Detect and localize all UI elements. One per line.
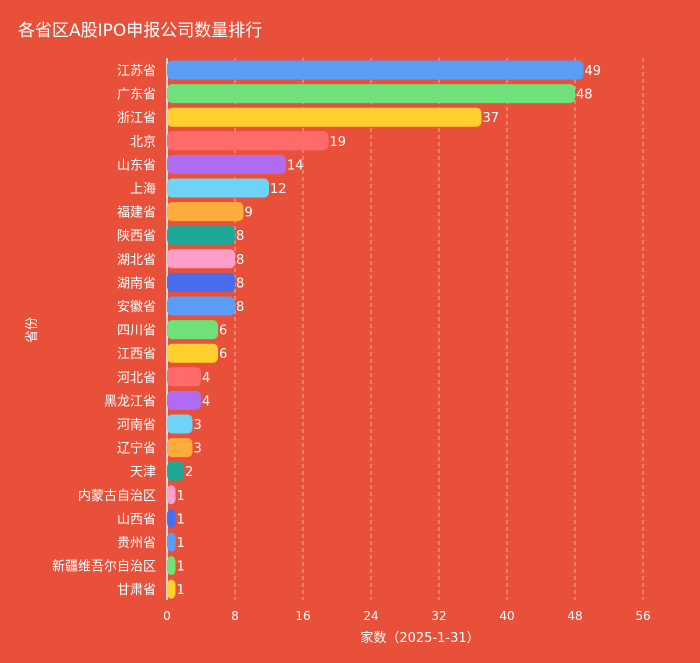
bar [167,532,176,552]
category-label: 江苏省 [117,63,156,79]
category-label: 陕西省 [117,229,156,244]
value-label: 9 [245,206,253,221]
value-label: 1 [177,560,185,575]
value-label: 1 [177,512,185,527]
category-label: 广东省 [117,88,156,103]
bar [167,60,584,80]
value-label: 8 [236,300,244,315]
bar [167,508,176,528]
y-axis-title: 省份 [25,317,40,343]
bar [167,414,193,434]
bar [167,579,176,599]
category-label: 山东省 [117,158,156,173]
category-label: 上海 [130,182,156,197]
value-label: 8 [236,253,244,268]
bar [167,485,176,505]
x-tick-label: 0 [163,609,171,623]
category-label: 福建省 [117,206,156,221]
bar [167,438,193,458]
value-label: 12 [270,182,287,197]
bar [167,320,218,340]
category-label: 山西省 [117,512,156,527]
bar [167,84,575,104]
category-label: 内蒙古自治区 [78,488,156,504]
bar [167,461,184,481]
bar [167,178,269,198]
value-label: 4 [202,371,210,386]
value-label: 1 [177,536,185,551]
x-tick-label: 32 [431,609,446,623]
x-tick-label: 56 [635,609,650,623]
x-tick-label: 24 [363,609,378,623]
category-label: 浙江省 [117,111,156,126]
x-tick-label: 16 [295,609,310,623]
bar [167,343,218,363]
category-label: 辽宁省 [117,441,156,457]
category-label: 新疆维吾尔自治区 [52,559,156,575]
x-tick-label: 40 [499,609,514,623]
bar [167,556,176,576]
value-label: 6 [219,324,227,339]
category-label: 四川省 [117,324,156,339]
bar [167,249,235,269]
value-label: 2 [185,465,193,480]
value-label: 37 [483,111,500,126]
value-label: 1 [177,583,185,598]
value-label: 48 [576,88,593,103]
bar [167,296,235,316]
x-tick-label: 8 [231,609,239,623]
category-label: 河南省 [117,417,156,433]
bar [167,225,235,245]
category-label: 湖南省 [117,275,156,291]
category-label: 黑龙江省 [104,394,156,409]
x-tick-label: 48 [567,609,582,623]
category-label: 贵州省 [117,536,156,551]
value-label: 1 [177,489,185,504]
value-label: 19 [330,135,347,150]
bar [167,154,286,174]
category-label: 安徽省 [117,300,156,315]
category-label: 北京 [130,135,156,150]
chart-title: 各省区A股IPO申报公司数量排行 [18,21,263,41]
value-label: 3 [194,418,202,433]
value-label: 8 [236,229,244,244]
bar [167,131,329,151]
bar [167,390,201,410]
category-label: 甘肃省 [117,583,156,598]
value-label: 3 [194,442,202,457]
bar [167,107,482,127]
bar [167,202,244,222]
value-label: 4 [202,394,210,409]
category-label: 江西省 [117,347,156,362]
x-axis-title: 家数（2025-1-31） [360,630,479,646]
value-label: 49 [585,64,602,79]
value-label: 6 [219,347,227,362]
bar [167,272,235,292]
category-label: 天津 [130,465,156,480]
value-label: 14 [287,158,304,173]
category-label: 河北省 [117,371,156,386]
bar [167,367,201,387]
value-label: 8 [236,276,244,291]
category-label: 湖北省 [117,253,156,268]
